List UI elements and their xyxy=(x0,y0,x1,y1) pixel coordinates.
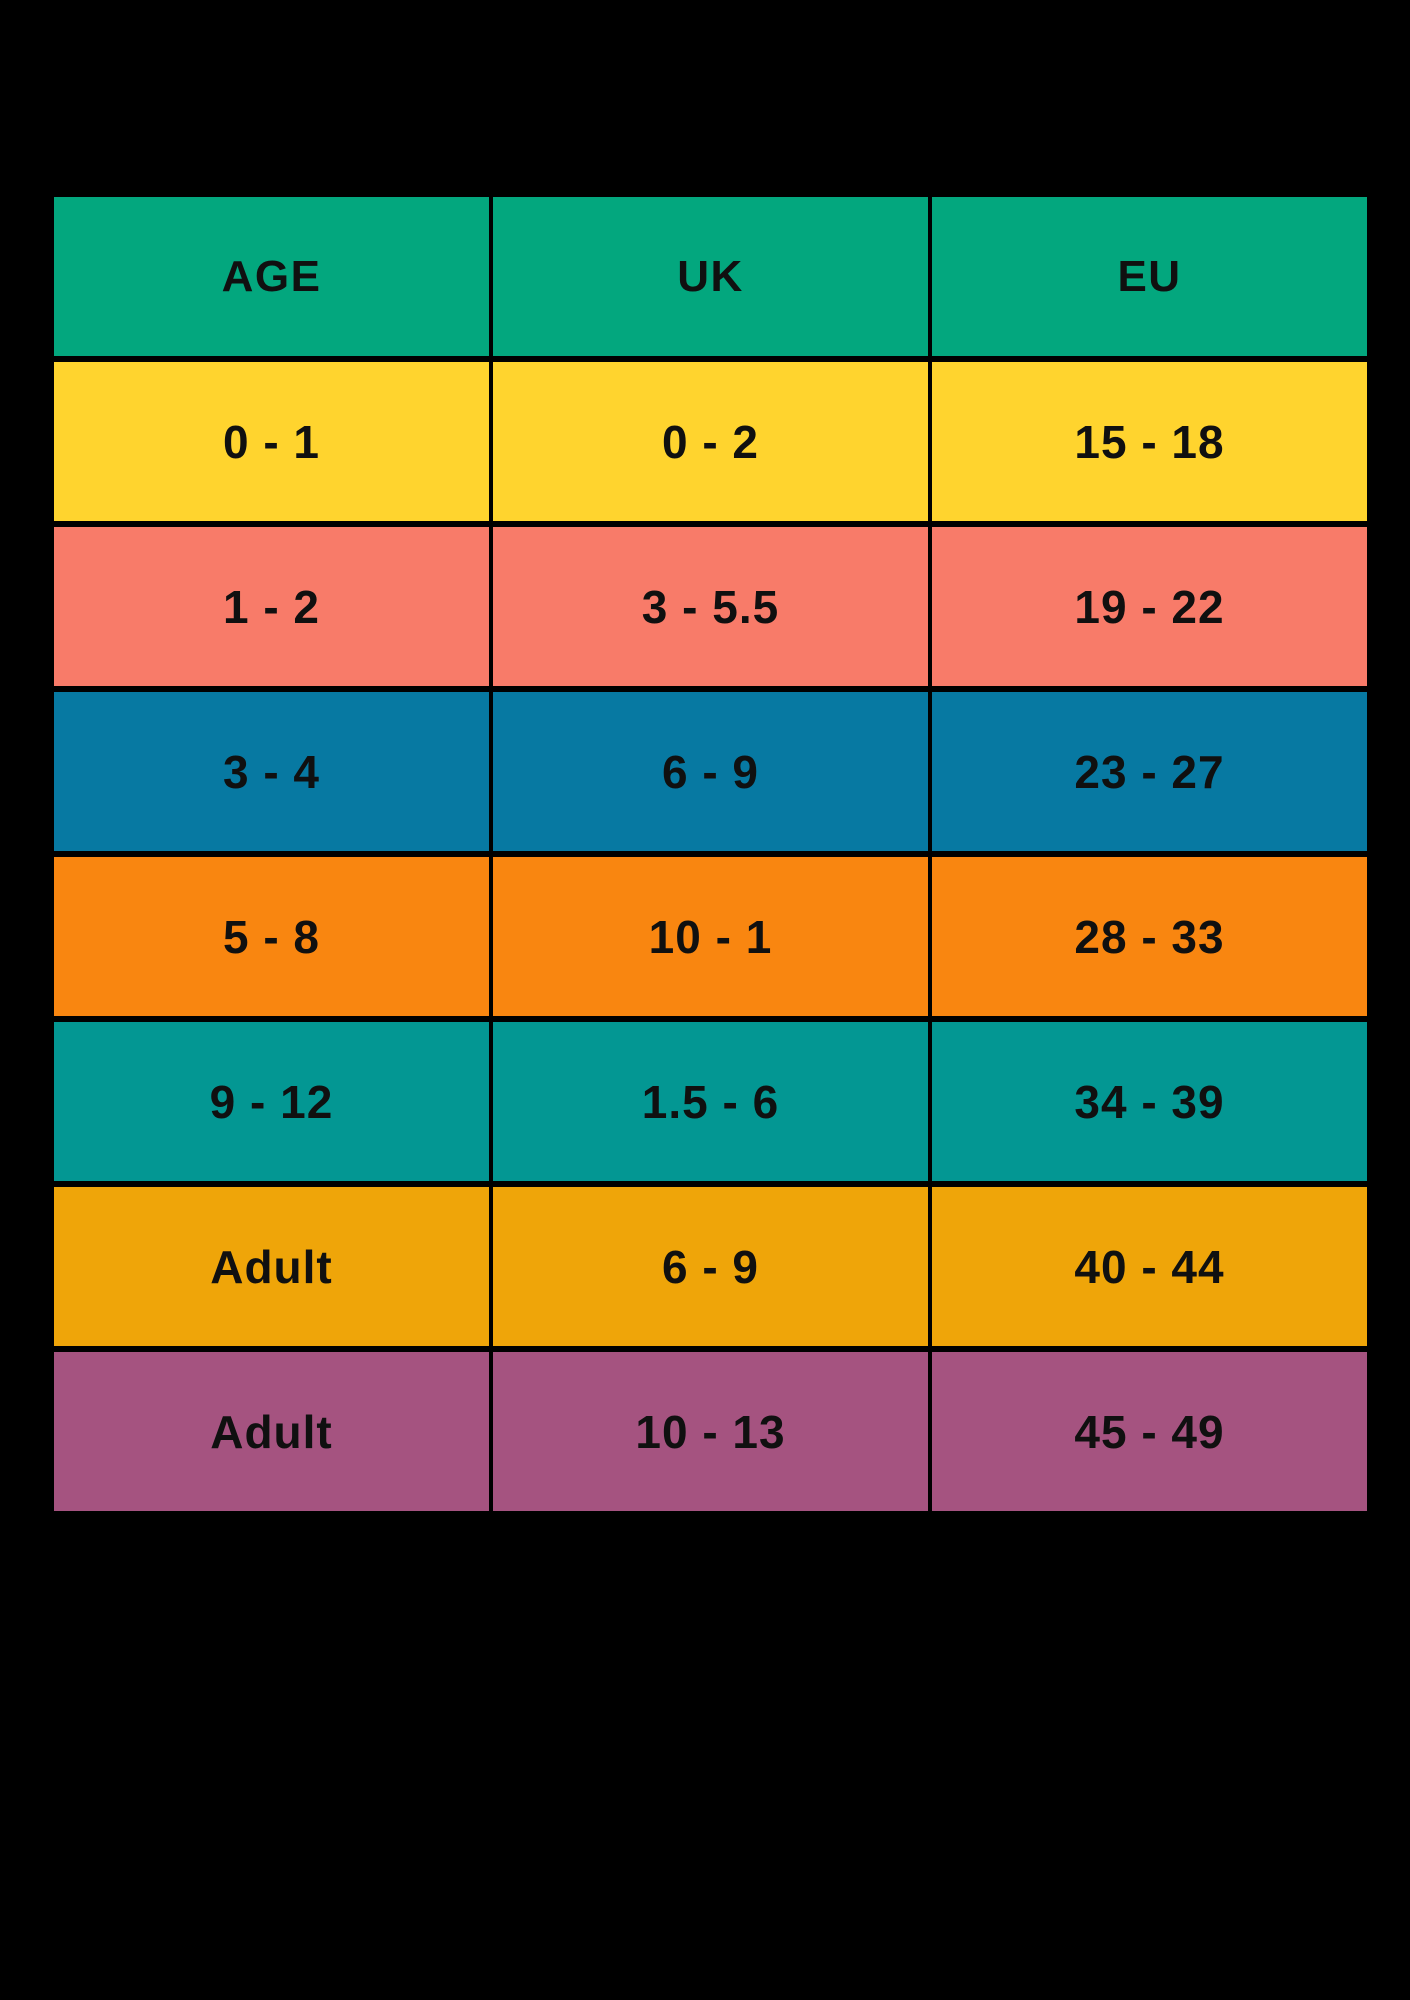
table-cell-uk: 3 - 5.5 xyxy=(493,527,928,686)
table-cell-eu: 40 - 44 xyxy=(932,1187,1367,1346)
table-cell-age: 5 - 8 xyxy=(54,857,489,1016)
table-cell-age: Adult xyxy=(54,1187,489,1346)
table-cell-uk: 1.5 - 6 xyxy=(493,1022,928,1181)
table-cell-uk: 6 - 9 xyxy=(493,692,928,851)
column-header-uk: UK xyxy=(493,197,928,356)
table-cell-eu: 15 - 18 xyxy=(932,362,1367,521)
table-cell-eu: 23 - 27 xyxy=(932,692,1367,851)
table-cell-eu: 34 - 39 xyxy=(932,1022,1367,1181)
column-header-eu: EU xyxy=(932,197,1367,356)
column-header-age: AGE xyxy=(54,197,489,356)
table-cell-eu: 19 - 22 xyxy=(932,527,1367,686)
table-cell-age: 0 - 1 xyxy=(54,362,489,521)
table-cell-eu: 28 - 33 xyxy=(932,857,1367,1016)
shoe-size-table: AGE UK EU 0 - 1 0 - 2 15 - 18 1 - 2 3 - … xyxy=(54,197,1367,1511)
table-cell-uk: 10 - 13 xyxy=(493,1352,928,1511)
table-cell-age: 3 - 4 xyxy=(54,692,489,851)
table-cell-age: 1 - 2 xyxy=(54,527,489,686)
table-cell-eu: 45 - 49 xyxy=(932,1352,1367,1511)
table-cell-age: Adult xyxy=(54,1352,489,1511)
table-cell-uk: 6 - 9 xyxy=(493,1187,928,1346)
table-cell-uk: 0 - 2 xyxy=(493,362,928,521)
table-cell-uk: 10 - 1 xyxy=(493,857,928,1016)
table-cell-age: 9 - 12 xyxy=(54,1022,489,1181)
